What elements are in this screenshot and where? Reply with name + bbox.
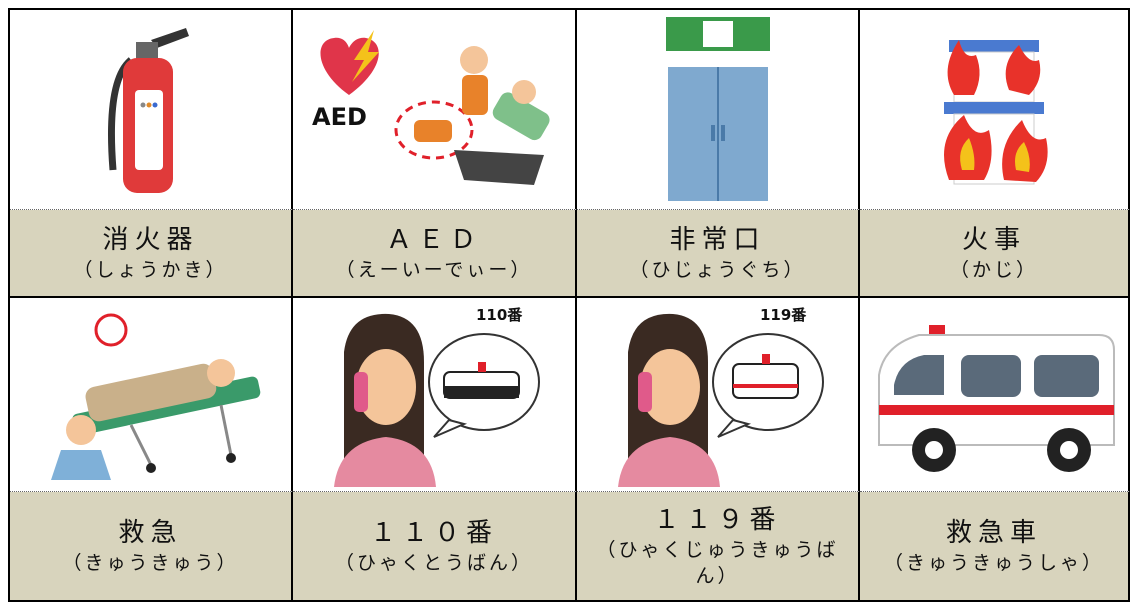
aed-illustration: AED [312,29,550,185]
reading: （きゅうきゅうしゃ） [883,552,1104,574]
word: １１０番 [369,518,498,548]
card-label: 救急車 （きゅうきゅうしゃ） [860,492,1130,602]
stretcher [50,313,260,480]
vocab-table: AED 消火器 （しょうかき） [8,8,1130,602]
icon-text: 110番 [476,306,523,324]
icon-text: 119番 [760,306,807,324]
emergency-exit [665,16,770,201]
card-image: 110番 [293,298,577,492]
card-image: 119番 [577,298,860,492]
card-label: ＡＥＤ （えーいーでぃー） [293,210,577,298]
house-fire [944,39,1048,184]
phone-police: 110番 [334,306,540,487]
reading: （ひゃくとうばん） [334,552,533,574]
word: 火事 [961,225,1026,255]
word: 救急車 [945,518,1042,548]
fire-extinguisher [107,27,189,193]
reading: （しょうかき） [73,259,228,281]
reading: （ひゃくじゅうきゅうばん） [596,539,839,587]
reading: （かじ） [949,259,1038,281]
card-image [860,10,1130,210]
phone-ambulance: 119番 [617,306,824,487]
word: 非常口 [669,225,766,255]
icon-text: AED [312,103,367,131]
card-image [860,298,1130,492]
word: 消火器 [102,225,199,255]
ambulance [878,324,1115,472]
word: ＡＥＤ [385,225,482,255]
card-label: １１９番 （ひゃくじゅうきゅうばん） [577,492,860,602]
card-image: AED [293,10,577,210]
card-label: 火事 （かじ） [860,210,1130,298]
reading: （きゅうきゅう） [62,552,239,574]
card-image [10,10,293,210]
reading: （えーいーでぃー） [335,259,533,281]
card-label: １１０番 （ひゃくとうばん） [293,492,577,602]
word: １１９番 [653,505,782,535]
card-label: 救急 （きゅうきゅう） [10,492,293,602]
card-label: 非常口 （ひじょうぐち） [577,210,860,298]
card-image [10,298,293,492]
card-image [577,10,860,210]
card-label: 消火器 （しょうかき） [10,210,293,298]
word: 救急 [118,518,183,548]
reading: （ひじょうぐち） [629,259,806,281]
